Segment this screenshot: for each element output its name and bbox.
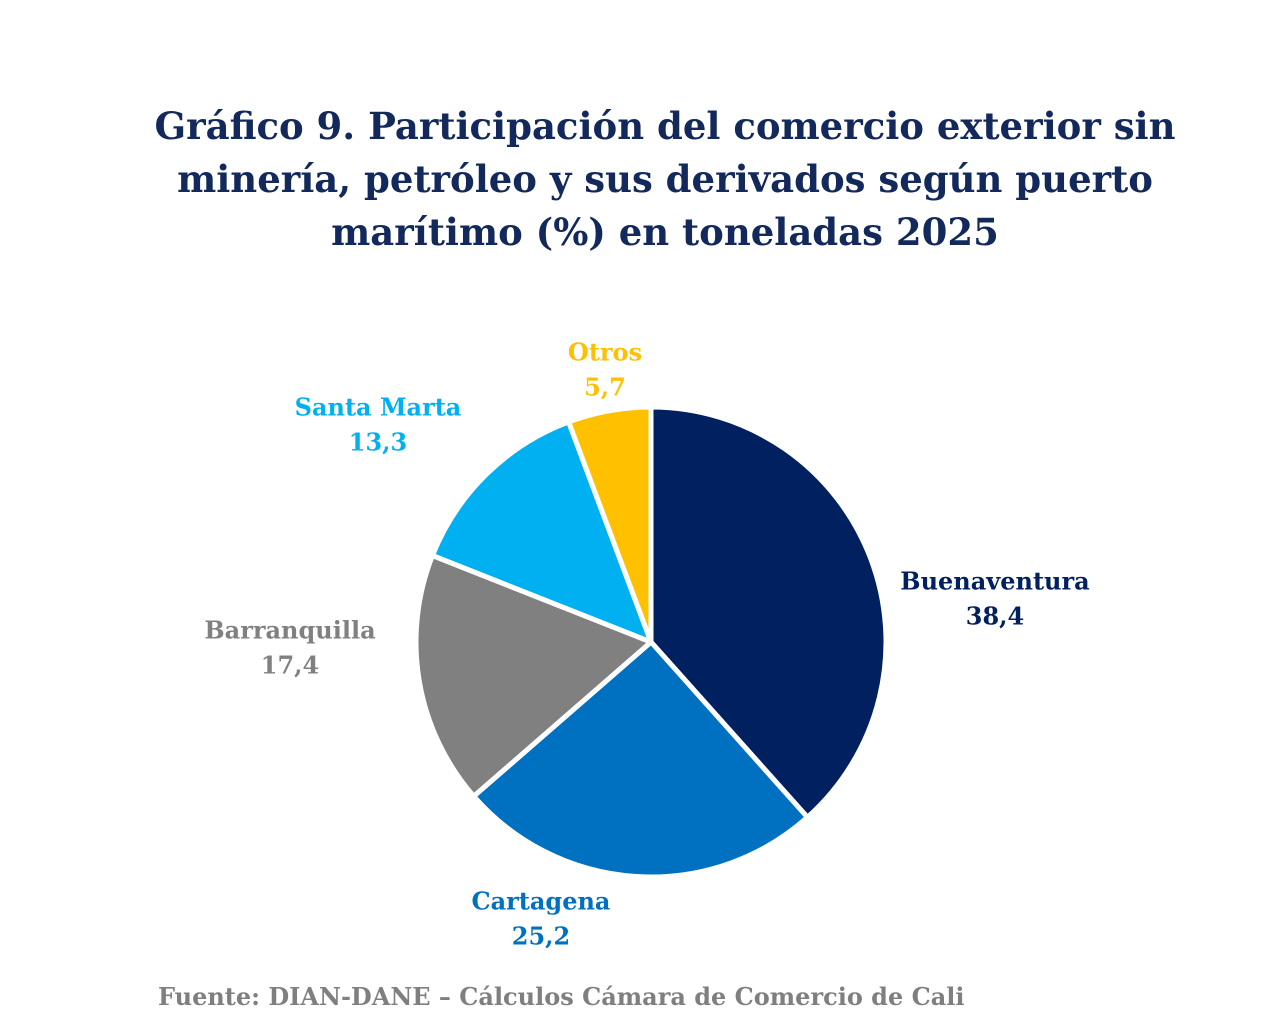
slice-value-label: 17,4 (261, 651, 319, 680)
slice-label: Barranquilla (204, 616, 375, 645)
slice-label: Santa Marta (295, 393, 462, 422)
slice-label: Buenaventura (900, 567, 1089, 596)
pie-slice (471, 639, 811, 880)
slice-value-label: 5,7 (584, 373, 626, 402)
slice-value-label: 38,4 (966, 602, 1024, 631)
slice-label: Otros (568, 338, 642, 367)
pie-slice (566, 404, 654, 645)
source-note: Fuente: DIAN-DANE – Cálculos Cámara de C… (158, 982, 965, 1011)
pie-slice (648, 404, 889, 820)
chart: Buenaventura 38,4 Cartagena 25,2 Barranquill… (204, 338, 1089, 951)
slice-value-label: 25,2 (512, 922, 570, 951)
pie-slice (430, 419, 654, 645)
slice-label: Cartagena (472, 887, 611, 916)
pie-slice (413, 552, 654, 799)
slice-value-label: 13,3 (349, 428, 407, 457)
chart-title: Gráfico 9. Participación del comercio ex… (154, 104, 1176, 254)
